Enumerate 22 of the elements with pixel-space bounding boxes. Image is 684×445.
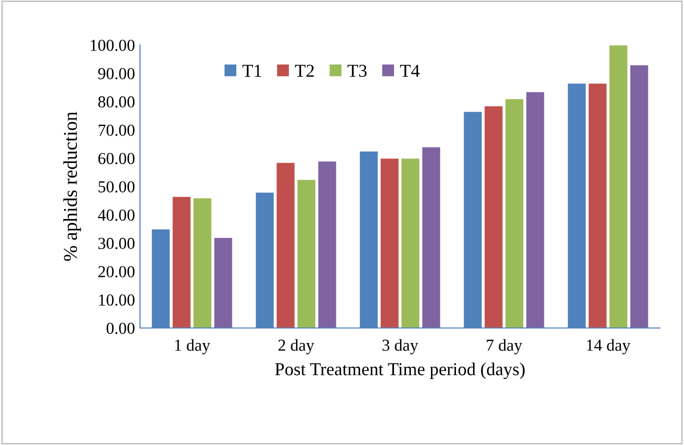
y-tick-label: 0.00 xyxy=(106,322,135,334)
x-tick-label: 1 day xyxy=(175,339,210,354)
y-tick-label: 30.00 xyxy=(98,238,135,250)
y-tick-label: 10.00 xyxy=(99,294,135,306)
y-tick-label: 100.00 xyxy=(90,40,135,52)
y-tick-label: 20.00 xyxy=(98,266,135,278)
x-axis-title: Post Treatment Time period (days) xyxy=(275,362,525,380)
legend-label: T1 xyxy=(242,64,262,77)
y-tick-label: 80.00 xyxy=(98,96,135,108)
x-tick-label: 7 day xyxy=(486,339,522,354)
y-tick-label: 40.00 xyxy=(98,210,135,221)
legend-label: T4 xyxy=(400,64,420,77)
x-tick-label: 3 day xyxy=(382,339,418,354)
x-tick-label: 2 day xyxy=(278,339,314,354)
x-tick-label: 14 day xyxy=(587,339,630,354)
y-tick-label: 70.00 xyxy=(98,124,135,136)
y-tick-label: 50.00 xyxy=(98,181,135,193)
legend-label: T3 xyxy=(348,64,367,77)
legend-label: T2 xyxy=(295,64,314,77)
y-axis-title: % aphids reduction xyxy=(63,112,81,261)
y-tick-label: 60.00 xyxy=(98,152,135,164)
y-tick-label: 90.00 xyxy=(98,68,135,80)
